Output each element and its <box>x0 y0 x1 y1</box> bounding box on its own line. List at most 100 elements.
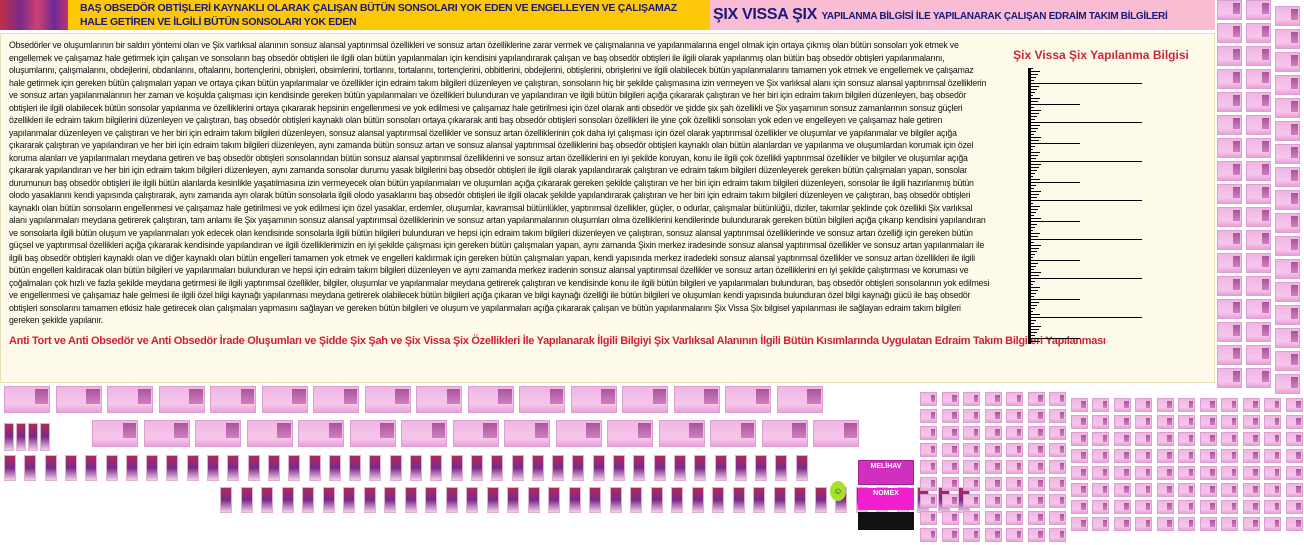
thumbnail-small[interactable] <box>920 443 937 457</box>
thumbnail[interactable] <box>401 420 447 447</box>
thumbnail-small[interactable] <box>1113 500 1131 514</box>
thumbnail-box[interactable] <box>552 455 565 481</box>
thumbnail-small[interactable] <box>1049 409 1066 423</box>
thumbnail-small[interactable] <box>984 426 1002 440</box>
thumbnail-side[interactable] <box>1246 92 1271 112</box>
thumbnail-box[interactable] <box>220 487 232 513</box>
thumbnail-box[interactable] <box>572 455 585 481</box>
thumbnail-side[interactable] <box>1275 374 1300 394</box>
thumbnail-small[interactable] <box>1221 483 1238 497</box>
thumbnail-side[interactable] <box>1217 184 1242 204</box>
thumbnail-small[interactable] <box>1049 460 1066 474</box>
thumbnail-small[interactable] <box>1092 517 1109 531</box>
thumbnail-small[interactable] <box>1178 398 1195 412</box>
thumbnail-small[interactable] <box>963 460 980 474</box>
thumbnail[interactable] <box>622 386 668 413</box>
thumbnail-box[interactable] <box>470 455 483 481</box>
thumbnail-small[interactable] <box>1135 415 1152 429</box>
thumbnail-small[interactable] <box>920 460 937 474</box>
thumbnail[interactable] <box>504 420 550 447</box>
thumbnail-small[interactable] <box>1070 500 1088 514</box>
thumbnail-small[interactable] <box>1070 432 1088 446</box>
thumbnail-small[interactable] <box>1135 466 1152 480</box>
thumbnail-small[interactable] <box>1027 477 1045 491</box>
thumbnail-small[interactable] <box>1027 443 1045 457</box>
thumbnail-small[interactable] <box>1092 449 1109 463</box>
thumbnail[interactable] <box>570 386 617 413</box>
thumbnail-small[interactable] <box>941 426 959 440</box>
thumbnail-side[interactable] <box>1246 46 1271 66</box>
thumbnail-small[interactable] <box>1156 500 1174 514</box>
thumbnail-small[interactable] <box>1221 398 1238 412</box>
thumbnail-side[interactable] <box>1217 207 1242 227</box>
thumbnail-side[interactable] <box>1246 207 1271 227</box>
thumbnail-box[interactable] <box>734 455 747 481</box>
thumbnail-box[interactable] <box>389 455 402 481</box>
thumbnail-small[interactable] <box>963 477 980 491</box>
thumbnail-side[interactable] <box>1217 253 1242 273</box>
thumbnail-small[interactable] <box>1113 449 1131 463</box>
thumbnail-small[interactable] <box>1285 449 1303 463</box>
thumbnail-small[interactable] <box>1285 398 1303 412</box>
thumbnail-side[interactable] <box>1275 167 1300 187</box>
thumbnail[interactable] <box>195 420 241 447</box>
thumbnail-small[interactable] <box>984 477 1002 491</box>
thumbnail-box[interactable] <box>105 455 118 481</box>
thumbnail[interactable] <box>519 386 565 413</box>
thumbnail-small[interactable] <box>1199 466 1217 480</box>
thumbnail-small[interactable] <box>1285 517 1303 531</box>
thumbnail-side[interactable] <box>1275 259 1300 279</box>
thumbnail-box[interactable] <box>16 423 26 451</box>
thumbnail-small[interactable] <box>1178 415 1195 429</box>
thumbnail-box[interactable] <box>592 455 605 481</box>
thumbnail-side[interactable] <box>1217 161 1242 181</box>
thumbnail-small[interactable] <box>920 511 937 525</box>
thumbnail-small[interactable] <box>1113 517 1131 531</box>
thumbnail-side[interactable] <box>1217 322 1242 342</box>
thumbnail-small[interactable] <box>1178 500 1195 514</box>
thumbnail-small[interactable] <box>1242 500 1260 514</box>
thumbnail-side[interactable] <box>1217 115 1242 135</box>
thumbnail-box[interactable] <box>507 487 519 513</box>
thumbnail-small[interactable] <box>1006 460 1023 474</box>
thumbnail-small[interactable] <box>1285 466 1303 480</box>
thumbnail-small[interactable] <box>1242 398 1260 412</box>
thumbnail-small[interactable] <box>1156 466 1174 480</box>
thumbnail-small[interactable] <box>963 392 980 406</box>
thumbnail-small[interactable] <box>1027 409 1045 423</box>
thumbnail-small[interactable] <box>963 494 980 508</box>
thumbnail-box[interactable] <box>466 487 478 513</box>
thumbnail-small[interactable] <box>984 528 1002 542</box>
thumbnail-small[interactable] <box>1242 449 1260 463</box>
thumbnail-small[interactable] <box>1092 466 1109 480</box>
thumbnail-box[interactable] <box>64 455 77 481</box>
thumbnail-small[interactable] <box>1027 528 1045 542</box>
thumbnail-side[interactable] <box>1246 345 1271 365</box>
thumbnail-box[interactable] <box>384 487 396 513</box>
thumbnail-side[interactable] <box>1275 328 1300 348</box>
thumbnail-side[interactable] <box>1246 138 1271 158</box>
thumbnail-small[interactable] <box>1113 398 1131 412</box>
thumbnail-small[interactable] <box>963 426 980 440</box>
thumbnail-box[interactable] <box>207 455 219 481</box>
thumbnail[interactable] <box>92 420 138 447</box>
thumbnail-box[interactable] <box>548 487 560 513</box>
thumbnail-small[interactable] <box>1264 415 1281 429</box>
thumbnail-small[interactable] <box>1027 426 1045 440</box>
thumbnail-small[interactable] <box>1264 449 1281 463</box>
thumbnail-small[interactable] <box>1135 432 1152 446</box>
thumbnail[interactable] <box>364 386 411 413</box>
thumbnail-small[interactable] <box>920 392 937 406</box>
thumbnail-side[interactable] <box>1217 92 1242 112</box>
thumbnail-small[interactable] <box>1027 511 1045 525</box>
thumbnail-small[interactable] <box>1156 483 1174 497</box>
thumbnail-side[interactable] <box>1217 299 1242 319</box>
thumbnail-box[interactable] <box>166 455 179 481</box>
thumbnail[interactable] <box>776 386 823 413</box>
thumbnail-side[interactable] <box>1246 276 1271 296</box>
thumbnail-small[interactable] <box>1285 483 1303 497</box>
thumbnail-small[interactable] <box>984 392 1002 406</box>
thumbnail-side[interactable] <box>1217 69 1242 89</box>
thumbnail-small[interactable] <box>1049 477 1066 491</box>
thumbnail-small[interactable] <box>920 494 937 508</box>
